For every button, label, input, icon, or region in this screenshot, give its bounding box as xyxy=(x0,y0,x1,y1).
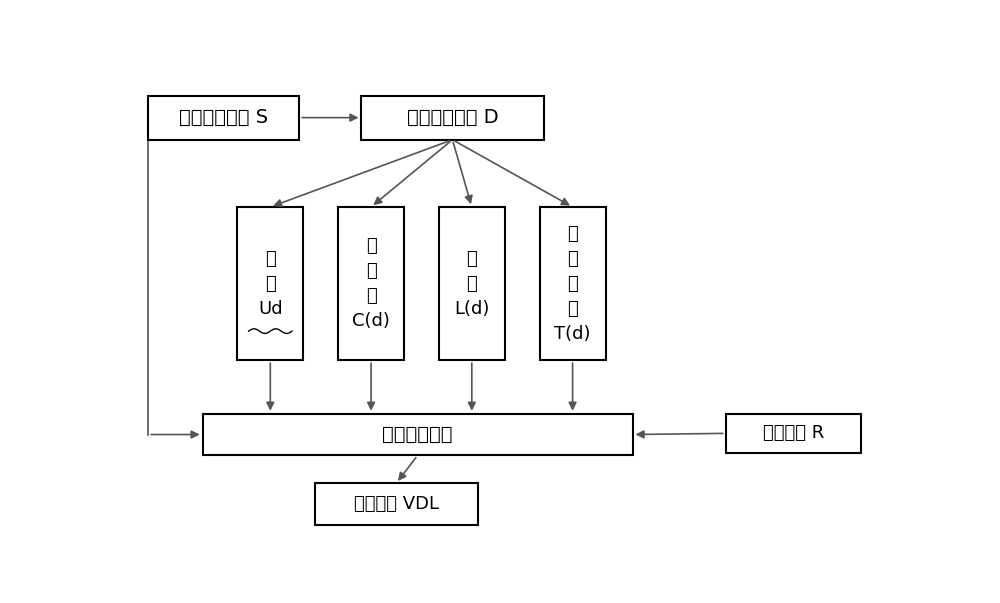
Text: 被测图像信号 D: 被测图像信号 D xyxy=(407,108,498,127)
Text: 图像信号比较: 图像信号比较 xyxy=(382,425,453,444)
FancyBboxPatch shape xyxy=(361,96,544,140)
FancyBboxPatch shape xyxy=(237,207,303,360)
Text: 可辨识度 VDL: 可辨识度 VDL xyxy=(354,495,439,513)
FancyBboxPatch shape xyxy=(540,207,606,360)
FancyBboxPatch shape xyxy=(726,414,861,453)
FancyBboxPatch shape xyxy=(148,96,299,140)
Text: 图
像
结
构
T(d): 图 像 结 构 T(d) xyxy=(554,225,591,343)
Text: 灰
度
级
C(d): 灰 度 级 C(d) xyxy=(352,237,390,330)
FancyBboxPatch shape xyxy=(315,483,478,525)
Text: 参考信号 R: 参考信号 R xyxy=(763,425,824,443)
Text: 亮
度
L(d): 亮 度 L(d) xyxy=(454,250,490,318)
FancyBboxPatch shape xyxy=(202,414,633,455)
FancyBboxPatch shape xyxy=(439,207,505,360)
Text: 标准图像信号 S: 标准图像信号 S xyxy=(179,108,268,127)
FancyBboxPatch shape xyxy=(338,207,404,360)
Text: 色
度
Ud: 色 度 Ud xyxy=(258,250,283,318)
